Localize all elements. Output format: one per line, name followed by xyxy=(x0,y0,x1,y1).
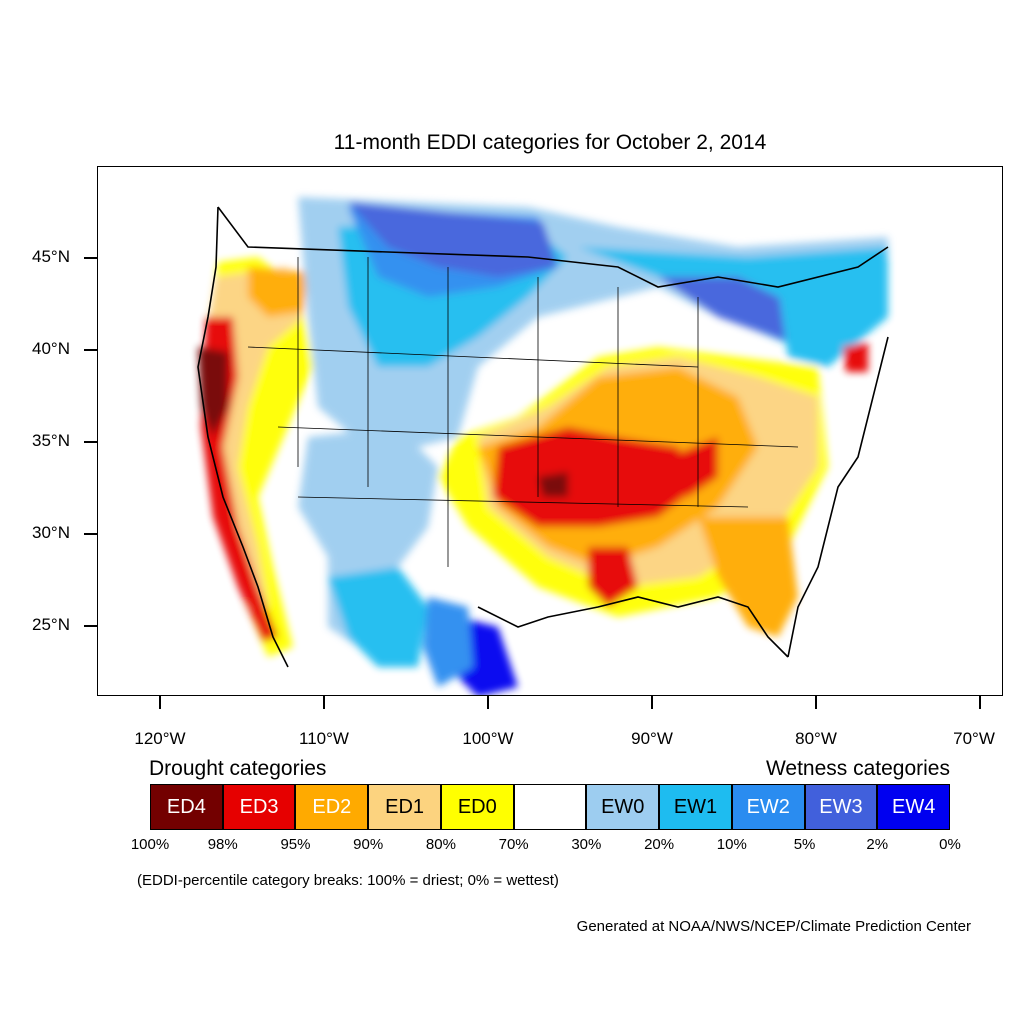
legend-swatch-ew0: EW0 xyxy=(586,784,660,830)
lon-tick xyxy=(159,696,161,709)
lon-label-120: 120°W xyxy=(134,729,186,748)
lon-label-80: 80°W xyxy=(795,729,837,748)
lon-tick xyxy=(979,696,981,709)
legend-break-label: 20% xyxy=(644,836,675,853)
wet-ew3-north xyxy=(348,202,558,277)
legend-break-label: 5% xyxy=(793,836,816,853)
legend-swatch-neutral xyxy=(513,784,587,830)
legend-break-label: 70% xyxy=(498,836,529,853)
lat-tick xyxy=(84,625,97,627)
legend-break-label: 2% xyxy=(866,836,889,853)
wet-ew1-northeast xyxy=(778,257,888,367)
lat-tick xyxy=(84,533,97,535)
legend-break-label: 30% xyxy=(571,836,602,853)
lat-tick xyxy=(84,349,97,351)
coastlines xyxy=(197,206,889,668)
lon-tick xyxy=(815,696,817,709)
legend-swatch-ew3: EW3 xyxy=(804,784,878,830)
lon-tick xyxy=(651,696,653,709)
lon-label-110: 110°W xyxy=(299,729,349,748)
legend-swatch-ed2: ED2 xyxy=(295,784,369,830)
wetness-categories-title: Wetness categories xyxy=(765,757,950,780)
legend-break-label: 80% xyxy=(425,836,456,853)
legend-break-label: 100% xyxy=(130,836,170,853)
eddi-map xyxy=(97,166,1003,696)
drought-ed4-central xyxy=(538,472,568,497)
legend-swatch-ed1: ED1 xyxy=(368,784,441,830)
lat-label-40: 40°N xyxy=(32,339,70,358)
legend-swatch-ed3: ED3 xyxy=(222,784,296,830)
lat-label-35: 35°N xyxy=(32,431,70,450)
legend-break-label: 0% xyxy=(939,836,961,853)
lat-label-30: 30°N xyxy=(32,523,70,542)
legend-break-label: 10% xyxy=(716,836,747,853)
credit-line: Generated at NOAA/NWS/NCEP/Climate Predi… xyxy=(576,918,971,935)
legend-swatch-ew1: EW1 xyxy=(659,784,732,830)
lon-label-70: 70°W xyxy=(953,729,995,748)
legend-break-label: 98% xyxy=(207,836,238,853)
lat-label-25: 25°N xyxy=(32,615,70,634)
wet-ew2-texas xyxy=(423,597,473,687)
category-note: (EDDI-percentile category breaks: 100% =… xyxy=(137,872,559,889)
drought-ed3-kentucky xyxy=(668,437,718,497)
lon-tick xyxy=(323,696,325,709)
drought-ed2-southeast xyxy=(698,517,798,637)
legend-swatch-ew2: EW2 xyxy=(731,784,805,830)
legend-swatch-ed0: ED0 xyxy=(440,784,514,830)
wet-ew1-southwest xyxy=(328,567,428,667)
lat-tick xyxy=(84,441,97,443)
legend-swatch-ed4: ED4 xyxy=(150,784,223,830)
legend-swatch-ew4: EW4 xyxy=(877,784,951,830)
map-canvas xyxy=(197,197,889,695)
lon-label-90: 90°W xyxy=(631,729,673,748)
drought-ed3-central xyxy=(493,427,698,527)
lat-label-45: 45°N xyxy=(32,247,70,266)
legend-break-label: 95% xyxy=(280,836,311,853)
drought-ed3-louisiana xyxy=(588,547,638,607)
lon-label-100: 100°W xyxy=(462,729,514,748)
legend-break-label: 90% xyxy=(353,836,384,853)
drought-ed2-oregon xyxy=(248,267,308,317)
lon-tick xyxy=(487,696,489,709)
drought-ed3-newengland xyxy=(843,342,868,372)
lat-tick xyxy=(84,257,97,259)
drought-categories-title: Drought categories xyxy=(149,757,327,780)
map-title: 11-month EDDI categories for October 2, … xyxy=(333,131,767,154)
category-legend: ED4 ED3 ED2 ED1 ED0 EW0 EW1 EW2 EW3 EW4 xyxy=(150,784,951,830)
state-borders xyxy=(247,257,799,567)
